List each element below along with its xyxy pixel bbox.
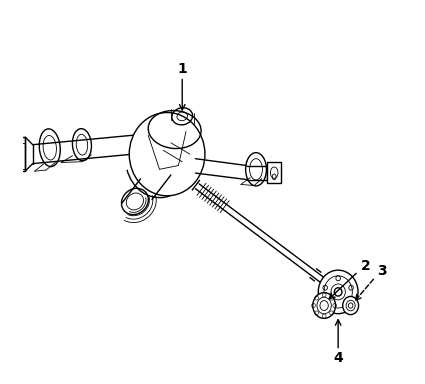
Ellipse shape bbox=[318, 270, 358, 314]
Ellipse shape bbox=[129, 113, 205, 196]
Text: 4: 4 bbox=[333, 351, 343, 365]
Ellipse shape bbox=[343, 296, 359, 314]
Ellipse shape bbox=[313, 293, 335, 318]
Text: 2: 2 bbox=[361, 259, 371, 273]
Text: 3: 3 bbox=[377, 265, 386, 278]
Polygon shape bbox=[267, 162, 280, 182]
Text: 1: 1 bbox=[177, 62, 187, 76]
